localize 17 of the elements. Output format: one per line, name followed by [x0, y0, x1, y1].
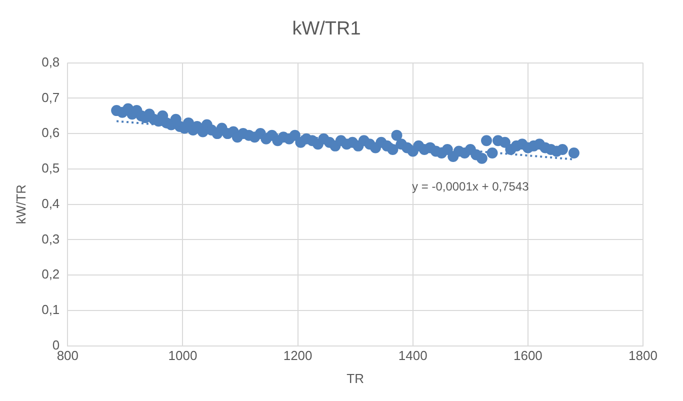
y-tick-label: 0,4 [42, 196, 60, 211]
y-tick-label: 0,8 [42, 54, 60, 70]
y-tick-label: 0,3 [42, 231, 60, 246]
x-tick-label: 1400 [398, 348, 428, 364]
y-tick-label: 0,5 [42, 160, 60, 176]
y-tick-label: 0,6 [42, 125, 60, 140]
annotation: y = -0,0001x + 0,7543 [412, 180, 530, 194]
y-axis-title: kW/TR [13, 184, 28, 224]
x-tick-label: 1200 [283, 348, 312, 364]
x-tick-label: 1800 [628, 348, 658, 364]
x-axis-title: TR [346, 370, 364, 386]
y-tick-label: 0,2 [42, 266, 60, 282]
y-tick-label: 0,1 [42, 302, 60, 318]
chart-title: kW/TR1 [292, 18, 361, 40]
x-tick-label: 1000 [168, 348, 198, 364]
y-tick-label: 0,7 [42, 90, 60, 105]
x-tick-label: 1600 [513, 348, 542, 364]
